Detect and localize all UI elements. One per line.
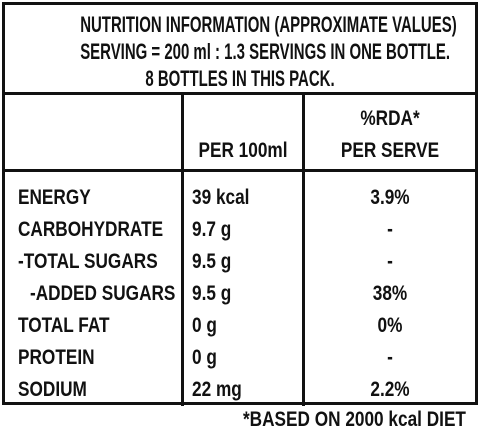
nutrient-label: CARBOHYDRATE [18, 218, 164, 241]
nutrient-value: 9.5 g [192, 282, 232, 305]
table-cell: -TOTAL SUGARS [5, 246, 184, 278]
table-row: -ADDED SUGARS 9.5 g 38% [5, 278, 475, 310]
nutrient-value: - [387, 250, 393, 273]
table-cell: - [304, 246, 476, 278]
table-cell: 9.5 g [182, 278, 305, 310]
nutrient-value: 39 kcal [192, 186, 250, 209]
table-row: PROTEIN 0 g - [5, 342, 475, 374]
header-cell: %RDA* PER SERVE [303, 95, 475, 172]
nutrition-table: PER 100ml %RDA* PER SERVE ENERGY 39 kcal 3… [5, 95, 475, 406]
table-cell: 0 g [182, 342, 305, 374]
table-body: ENERGY 39 kcal 3.9% CARBOHYDRATE 9.7 g - -TOTA… [5, 170, 476, 406]
nutrient-value: 0% [377, 314, 403, 337]
nutrient-label: -TOTAL SUGARS [18, 250, 158, 273]
table-cell: 9.7 g [182, 214, 305, 246]
nutrient-value: 0 g [192, 314, 217, 337]
table-cell: -ADDED SUGARS [5, 278, 184, 310]
nutrient-label: ENERGY [18, 186, 91, 209]
footnote: *BASED ON 2000 kcal DIET [242, 408, 466, 431]
nutrient-value: 3.9% [370, 186, 410, 209]
nutrient-value: - [387, 346, 393, 369]
table-cell: 22 mg [182, 374, 305, 406]
nutrient-value: 38% [372, 282, 408, 305]
table-cell: 2.2% [304, 374, 476, 406]
nutrient-label: PROTEIN [18, 346, 95, 369]
nutrient-value: 9.7 g [192, 218, 232, 241]
title-line: 8 BOTTLES IN THIS PACK. [145, 66, 335, 91]
nutrient-value: 22 mg [192, 378, 242, 401]
title-line: NUTRITION INFORMATION (APPROXIMATE VALUE… [80, 12, 457, 37]
column-header: %RDA* [360, 107, 420, 130]
column-header: PER 100ml [198, 139, 288, 162]
table-row: CARBOHYDRATE 9.7 g - [5, 214, 475, 246]
nutrient-label: TOTAL FAT [18, 314, 110, 337]
header-cell: PER 100ml [182, 95, 305, 172]
table-cell: 9.5 g [182, 246, 305, 278]
title-block: NUTRITION INFORMATION (APPROXIMATE VALUE… [5, 5, 475, 95]
table-cell: 3.9% [304, 171, 476, 215]
table-cell: TOTAL FAT [5, 310, 184, 342]
nutrient-label: -ADDED SUGARS [30, 282, 176, 305]
table-row: ENERGY 39 kcal 3.9% [5, 170, 476, 215]
table-cell: 39 kcal [182, 170, 305, 214]
title-line: SERVING = 200 ml : 1.3 SERVINGS IN ONE B… [80, 39, 451, 64]
table-cell: 0% [304, 310, 476, 342]
table-row: -TOTAL SUGARS 9.5 g - [5, 246, 475, 278]
table-cell: 38% [304, 278, 476, 310]
header-row: PER 100ml %RDA* PER SERVE [5, 95, 475, 172]
nutrient-label: SODIUM [18, 378, 87, 401]
nutrient-value: 0 g [192, 346, 217, 369]
table-row: SODIUM 22 mg 2.2% [5, 374, 475, 406]
table-cell: 0 g [182, 310, 305, 342]
table-row: TOTAL FAT 0 g 0% [5, 310, 475, 342]
table-cell: - [304, 214, 476, 246]
table-cell: CARBOHYDRATE [5, 214, 184, 246]
table-cell: SODIUM [5, 374, 184, 406]
table-cell: - [304, 342, 476, 374]
nutrient-value: 9.5 g [192, 250, 232, 273]
nutrition-panel: NUTRITION INFORMATION (APPROXIMATE VALUE… [2, 2, 478, 406]
header-cell [5, 95, 184, 172]
table-cell: ENERGY [5, 170, 184, 214]
table-cell: PROTEIN [5, 342, 184, 374]
nutrient-value: 2.2% [370, 378, 410, 401]
nutrient-value: - [387, 218, 393, 241]
column-header: PER SERVE [340, 139, 440, 162]
